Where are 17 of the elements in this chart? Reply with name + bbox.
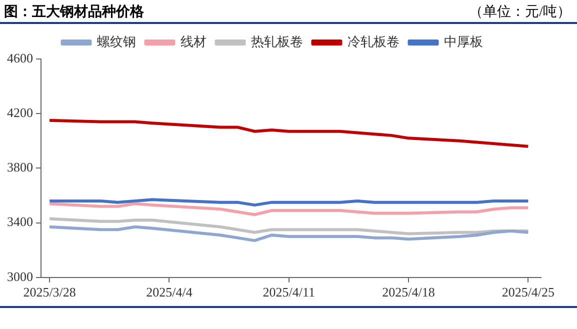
legend-label: 线材 [180,34,206,49]
y-tick-label: 4600 [7,50,33,66]
y-tick-label: 3000 [7,268,33,284]
legend-label: 中厚板 [444,34,483,49]
y-tick-label: 3400 [7,214,33,230]
y-tick-label: 3800 [7,160,33,175]
chart-title: 图：五大钢材品种价格 [4,3,144,21]
x-tick-label: 2025/4/25 [502,284,555,300]
legend-label: 螺纹钢 [96,34,136,49]
x-tick-label: 2025/4/4 [146,284,193,300]
x-tick-label: 2025/3/28 [23,284,76,300]
x-tick-label: 2025/4/18 [382,284,435,300]
y-tick-label: 4200 [7,105,33,120]
legend-label: 热轧板卷 [250,34,303,49]
legend-label: 冷轧板卷 [347,34,400,49]
x-tick-label: 2025/4/11 [262,284,315,300]
chart-subtitle: （单位：元/吨） [469,4,571,21]
